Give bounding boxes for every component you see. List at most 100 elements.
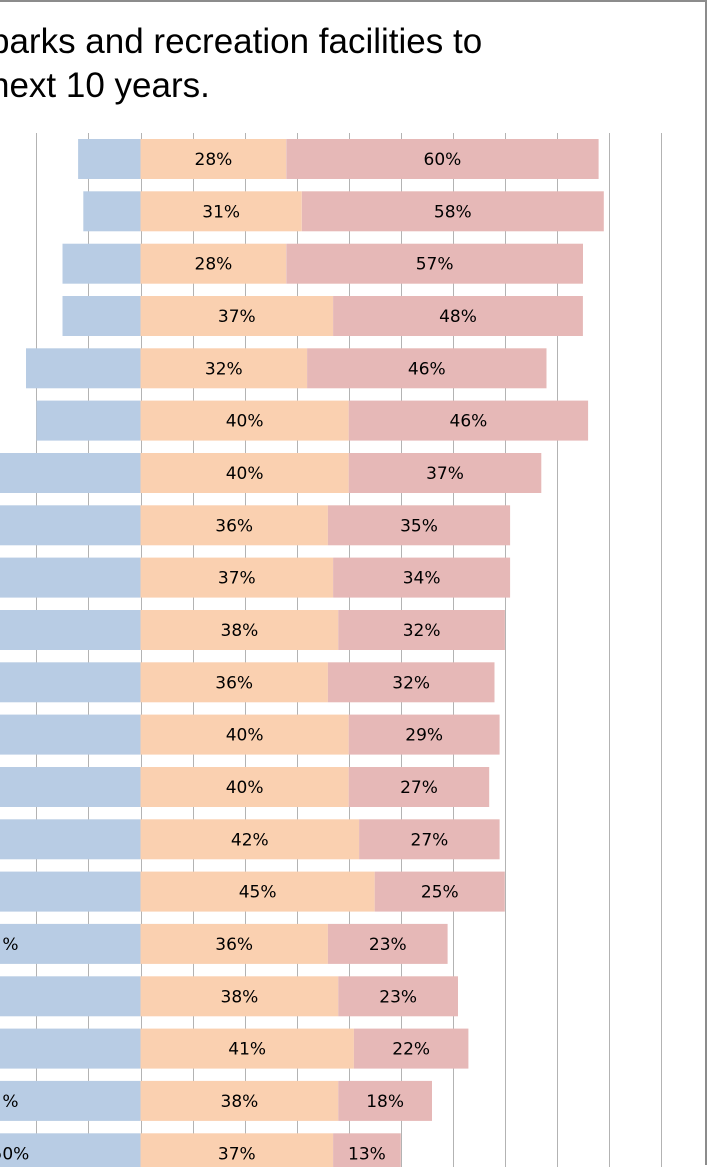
bar-row-5-series-1 (26, 348, 141, 389)
bar-row-6-series-2 (140, 400, 349, 441)
data-label-row-11-series-2: 36% (215, 673, 253, 693)
data-label-row-14-series-3: 27% (411, 830, 449, 850)
data-label-row-12-series-3: 29% (405, 726, 443, 746)
data-label-row-2-series-2: 31% (202, 202, 240, 222)
data-label-row-16-series-2: 36% (215, 935, 253, 955)
bar-row-10-series-1 (0, 610, 141, 650)
bar-row-13-series-3 (348, 767, 490, 807)
data-label-row-15-series-2: 45% (239, 883, 277, 903)
data-label-row-13-series-2: 40% (226, 778, 264, 798)
bar-row-5-series-2 (140, 348, 308, 389)
bar-row-2-series-2 (140, 191, 302, 232)
bar-row-17-series-3 (338, 976, 458, 1017)
data-label-row-13-series-3: 27% (400, 778, 438, 798)
data-label-row-9-series-3: 34% (403, 569, 441, 589)
bar-row-1-series-2 (140, 139, 287, 179)
data-label-row-3-series-2: 28% (195, 255, 233, 275)
bar-row-12-series-1 (0, 714, 141, 755)
bar-row-16-series-1 (0, 923, 141, 964)
bar-row-11-series-3 (327, 662, 495, 703)
bar-row-3-series-1 (62, 243, 141, 284)
chart-title-line-1: parks and recreation facilities to (0, 22, 483, 61)
bar-row-8-series-3 (327, 505, 511, 546)
bar-row-20-series-3 (333, 1133, 401, 1167)
data-label-row-2-series-3: 58% (434, 202, 472, 222)
bar-row-18-series-2 (140, 1028, 354, 1069)
bar-row-8-series-1 (0, 505, 141, 546)
data-label-row-15-series-3: 25% (421, 883, 459, 903)
data-label-row-14-series-2: 42% (231, 830, 269, 850)
bar-row-14-series-3 (359, 819, 500, 860)
data-label-row-3-series-3: 57% (416, 255, 454, 275)
data-label-row-19-series-2: 38% (221, 1092, 259, 1112)
data-label-row-7-series-3: 37% (426, 464, 464, 484)
bar-row-12-series-2 (140, 714, 349, 755)
bar-row-20-series-1 (0, 1133, 141, 1167)
bar-row-14-series-2 (140, 819, 360, 860)
bar-row-15-series-1 (0, 871, 141, 912)
bar-row-19-series-2 (140, 1080, 339, 1121)
bar-row-7-series-2 (140, 453, 349, 493)
data-label-row-18-series-3: 22% (392, 1040, 430, 1060)
data-label-row-12-series-2: 40% (226, 726, 264, 746)
bar-row-1-series-1 (78, 139, 141, 179)
bar-row-10-series-3 (338, 610, 505, 650)
data-label-row-6-series-2: 40% (226, 412, 264, 432)
data-label-row-19-series-3: 18% (366, 1092, 404, 1112)
bar-row-13-series-1 (0, 767, 141, 807)
bar-row-11-series-1 (0, 662, 141, 703)
data-label-row-5-series-2: 32% (205, 359, 243, 379)
bar-row-8-series-2 (140, 505, 328, 546)
data-label-row-7-series-2: 40% (226, 464, 264, 484)
data-label-row-17-series-3: 23% (379, 987, 417, 1007)
bar-row-3-series-2 (140, 243, 287, 284)
data-label-row-16-series-1: % (2, 935, 18, 955)
data-label-row-10-series-2: 38% (221, 621, 259, 641)
data-label-row-4-series-2: 37% (218, 307, 256, 327)
bar-row-17-series-2 (140, 976, 339, 1017)
bar-row-19-series-1 (0, 1080, 141, 1121)
bar-row-16-series-3 (327, 923, 448, 964)
bar-row-9-series-2 (140, 557, 334, 598)
bar-row-6-series-3 (348, 400, 589, 441)
bar-row-20-series-2 (140, 1133, 334, 1167)
bar-row-19-series-3 (338, 1080, 432, 1121)
data-label-row-11-series-3: 32% (392, 673, 430, 693)
bar-row-16-series-2 (140, 923, 328, 964)
bar-row-18-series-3 (353, 1028, 469, 1069)
bar-row-2-series-3 (301, 191, 604, 232)
bar-row-13-series-2 (140, 767, 349, 807)
data-label-row-4-series-3: 48% (439, 307, 477, 327)
data-label-row-1-series-3: 60% (424, 150, 462, 170)
data-label-row-5-series-3: 46% (408, 359, 446, 379)
data-label-row-9-series-2: 37% (218, 569, 256, 589)
bar-row-14-series-1 (0, 819, 141, 860)
data-label-row-16-series-3: 23% (369, 935, 407, 955)
data-label-row-20-series-2: 37% (218, 1144, 256, 1164)
bar-row-6-series-1 (36, 400, 141, 441)
data-label-row-10-series-3: 32% (403, 621, 441, 641)
bar-row-7-series-3 (348, 453, 542, 493)
data-label-row-20-series-1: 50% (0, 1144, 29, 1164)
bar-row-15-series-2 (140, 871, 375, 912)
data-label-row-20-series-3: 13% (348, 1144, 386, 1164)
data-label-row-17-series-2: 38% (221, 987, 259, 1007)
bar-row-4-series-1 (62, 296, 141, 336)
bar-row-5-series-3 (307, 348, 547, 389)
bar-row-15-series-3 (374, 871, 505, 912)
bar-row-4-series-2 (140, 296, 334, 336)
bar-row-1-series-3 (286, 139, 599, 179)
bar-row-3-series-3 (286, 243, 583, 284)
data-label-row-1-series-2: 28% (195, 150, 233, 170)
bar-row-10-series-2 (140, 610, 339, 650)
bar-row-4-series-3 (333, 296, 583, 336)
data-label-row-6-series-3: 46% (450, 412, 488, 432)
data-label-row-8-series-2: 36% (215, 516, 253, 536)
bar-row-2-series-1 (83, 191, 141, 232)
chart-title-line-2: next 10 years. (0, 66, 210, 105)
bar-row-9-series-3 (333, 557, 511, 598)
data-label-row-8-series-3: 35% (400, 516, 438, 536)
bar-row-7-series-1 (0, 453, 141, 493)
